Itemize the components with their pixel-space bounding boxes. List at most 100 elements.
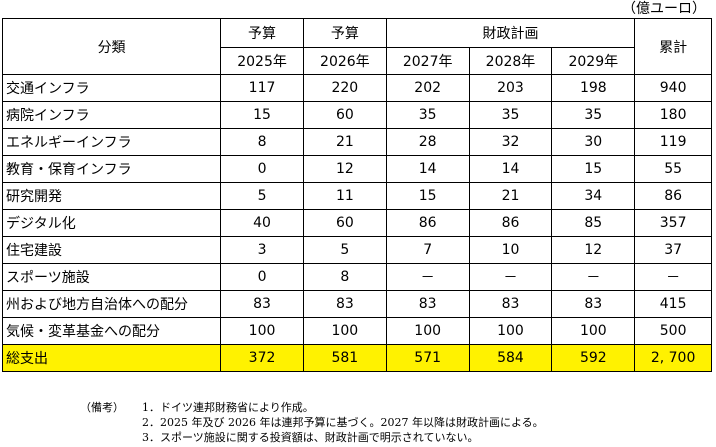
cumulative-cell: 86	[634, 182, 712, 210]
value-cell: 21	[468, 182, 553, 210]
table-row: 州および地方自治体への配分 83 83 83 83 83 415	[1, 290, 712, 318]
category-cell: 病院インフラ	[1, 101, 222, 129]
value-cell: 86	[385, 209, 470, 237]
value-cell: 85	[551, 209, 636, 237]
cumulative-cell: 55	[634, 155, 712, 183]
value-cell: －	[551, 263, 636, 291]
value-cell: 30	[551, 128, 636, 156]
cumulative-cell: 37	[634, 236, 712, 264]
value-cell: 0	[220, 263, 304, 291]
category-cell: スポーツ施設	[1, 263, 222, 291]
value-cell: 83	[302, 290, 387, 318]
value-cell: 12	[302, 155, 387, 183]
value-cell: 3	[220, 236, 304, 264]
plan-header: 財政計画	[385, 18, 636, 48]
value-cell: 100	[302, 317, 387, 345]
cumulative-cell: 119	[634, 128, 712, 156]
budget-header-2026: 予算	[302, 18, 387, 48]
value-cell: 21	[302, 128, 387, 156]
value-cell: 35	[551, 101, 636, 129]
cumulative-cell: 2, 700	[634, 344, 712, 372]
value-cell: 15	[385, 182, 470, 210]
note-text: 3．スポーツ施設に関する投資額は、財政計画で明示されていない。	[142, 431, 479, 444]
value-cell: 35	[468, 101, 553, 129]
value-cell: 117	[220, 74, 304, 102]
table-row: デジタル化 40 60 86 86 85 357	[1, 209, 712, 237]
value-cell: 584	[468, 344, 553, 372]
value-cell: 8	[220, 128, 304, 156]
header-row-2: 2025年 2026年 2027年 2028年 2029年	[3, 47, 712, 75]
value-cell: 202	[385, 74, 470, 102]
total-label: 総支出	[1, 344, 222, 372]
category-cell: 気候・変革基金への配分	[1, 317, 222, 345]
value-cell: 32	[468, 128, 553, 156]
value-cell: 100	[385, 317, 470, 345]
value-cell: 34	[551, 182, 636, 210]
value-cell: 7	[385, 236, 470, 264]
value-cell: 10	[468, 236, 553, 264]
value-cell: 15	[220, 101, 304, 129]
category-cell: 州および地方自治体への配分	[1, 290, 222, 318]
category-cell: 住宅建設	[1, 236, 222, 264]
value-cell: 203	[468, 74, 553, 102]
value-cell: 35	[385, 101, 470, 129]
note-row: （備考） 1．ドイツ連邦財務省により作成。	[80, 400, 544, 415]
value-cell: 0	[220, 155, 304, 183]
table-body: 交通インフラ 117 220 202 203 198 940 病院インフラ 15 60 35 35 35…	[1, 74, 712, 372]
year-header: 2027年	[385, 47, 470, 75]
table-row: 気候・変革基金への配分 100 100 100 100 100 500	[1, 317, 712, 345]
note-row: 2．2025 年及び 2026 年は連邦予算に基づく。2027 年以降は財政計画…	[80, 415, 544, 430]
category-cell: 教育・保育インフラ	[1, 155, 222, 183]
value-cell: 5	[220, 182, 304, 210]
value-cell: 83	[468, 290, 553, 318]
notes: （備考） 1．ドイツ連邦財務省により作成。 2．2025 年及び 2026 年は…	[80, 400, 544, 445]
category-cell: デジタル化	[1, 209, 222, 237]
value-cell: 100	[468, 317, 553, 345]
value-cell: 11	[302, 182, 387, 210]
value-cell: 5	[302, 236, 387, 264]
value-cell: 220	[302, 74, 387, 102]
value-cell: 592	[551, 344, 636, 372]
header-row-1: 分類 予算 予算 財政計画 累計	[1, 18, 712, 75]
value-cell: 83	[220, 290, 304, 318]
table-row: エネルギーインフラ 8 21 28 32 30 119	[1, 128, 712, 156]
unit-label: （億ユーロ）	[622, 1, 706, 17]
note-text: 1．ドイツ連邦財務省により作成。	[142, 401, 314, 414]
value-cell: 14	[385, 155, 470, 183]
year-header: 2026年	[302, 47, 387, 75]
category-cell: エネルギーインフラ	[1, 128, 222, 156]
category-cell: 研究開発	[1, 182, 222, 210]
cumulative-cell: －	[634, 263, 712, 291]
category-header: 分類	[1, 18, 222, 75]
value-cell: 571	[385, 344, 470, 372]
note-text: 2．2025 年及び 2026 年は連邦予算に基づく。2027 年以降は財政計画…	[142, 416, 544, 429]
year-header: 2025年	[220, 47, 304, 75]
value-cell: 60	[302, 209, 387, 237]
cumulative-cell: 357	[634, 209, 712, 237]
cumulative-cell: 940	[634, 74, 712, 102]
year-header: 2029年	[551, 47, 636, 75]
value-cell: 12	[551, 236, 636, 264]
cumulative-cell: 500	[634, 317, 712, 345]
table-row: 病院インフラ 15 60 35 35 35 180	[1, 101, 712, 129]
value-cell: 198	[551, 74, 636, 102]
value-cell: 8	[302, 263, 387, 291]
total-row: 総支出 372 581 571 584 592 2, 700	[1, 344, 712, 372]
note-row: 3．スポーツ施設に関する投資額は、財政計画で明示されていない。	[80, 430, 544, 445]
cumulative-cell: 415	[634, 290, 712, 318]
value-cell: 28	[385, 128, 470, 156]
year-header: 2028年	[468, 47, 553, 75]
value-cell: －	[385, 263, 470, 291]
table-row: スポーツ施設 0 8 －－－－	[1, 263, 712, 291]
value-cell: －	[468, 263, 553, 291]
value-cell: 372	[220, 344, 304, 372]
cumulative-cell: 180	[634, 101, 712, 129]
table-row: 交通インフラ 117 220 202 203 198 940	[1, 74, 712, 102]
value-cell: 100	[551, 317, 636, 345]
value-cell: 15	[551, 155, 636, 183]
value-cell: 14	[468, 155, 553, 183]
value-cell: 40	[220, 209, 304, 237]
table-row: 住宅建設 3 5 7 10 12 37	[1, 236, 712, 264]
cumulative-header: 累計	[634, 18, 712, 75]
category-cell: 交通インフラ	[1, 74, 222, 102]
